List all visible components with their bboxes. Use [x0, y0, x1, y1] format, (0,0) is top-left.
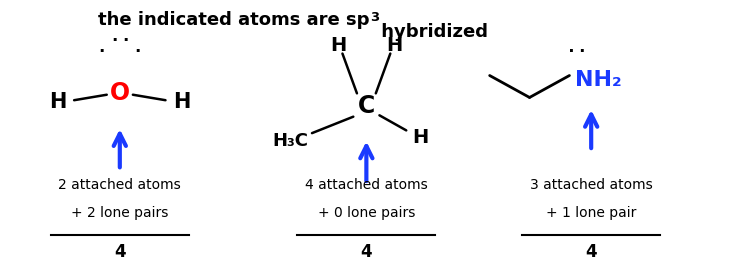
Text: 3 attached atoms: 3 attached atoms: [530, 178, 653, 192]
Text: 4: 4: [585, 243, 597, 261]
Text: ··: ··: [566, 43, 588, 61]
Text: ·: ·: [122, 32, 129, 50]
Text: ·: ·: [135, 43, 141, 61]
Text: 2 attached atoms: 2 attached atoms: [58, 178, 181, 192]
Text: O: O: [110, 81, 130, 105]
Text: H₃C: H₃C: [272, 132, 309, 150]
Text: H: H: [331, 36, 347, 55]
Text: + 0 lone pairs: + 0 lone pairs: [317, 206, 415, 220]
Text: ·: ·: [98, 43, 105, 61]
Text: + 2 lone pairs: + 2 lone pairs: [71, 206, 169, 220]
Text: 4: 4: [360, 243, 372, 261]
Text: 3: 3: [370, 11, 379, 24]
Text: C: C: [357, 94, 375, 118]
Text: hybridized: hybridized: [375, 24, 488, 41]
Text: + 1 lone pair: + 1 lone pair: [546, 206, 636, 220]
Text: 4: 4: [114, 243, 126, 261]
Text: H: H: [386, 36, 402, 55]
Text: H: H: [413, 128, 429, 147]
Text: the indicated atoms are sp: the indicated atoms are sp: [98, 11, 370, 29]
Text: 4 attached atoms: 4 attached atoms: [305, 178, 428, 192]
Text: H: H: [172, 92, 190, 112]
Text: NH₂: NH₂: [574, 70, 622, 90]
Text: H: H: [50, 92, 67, 112]
Text: ·: ·: [111, 32, 117, 50]
